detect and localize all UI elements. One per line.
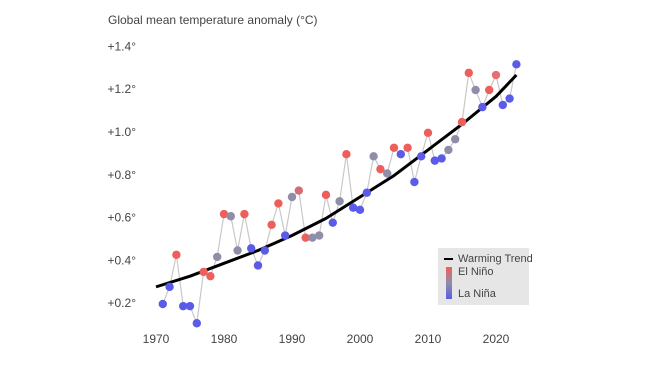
y-tick-label: +0.2° [108, 296, 137, 310]
y-tick-label: +1.0° [108, 125, 137, 139]
data-point [185, 301, 195, 311]
data-point [376, 164, 385, 174]
data-point [247, 244, 256, 253]
data-point [355, 205, 365, 215]
data-point [485, 85, 494, 95]
data-point [274, 199, 283, 208]
data-point [430, 156, 439, 165]
data-point [491, 70, 501, 80]
data-point [498, 100, 507, 110]
data-point [253, 261, 263, 270]
data-point [260, 246, 269, 255]
data-point [158, 299, 167, 309]
legend-box [438, 248, 529, 305]
y-tick-label: +0.6° [108, 211, 137, 225]
x-tick-label: 2020 [483, 332, 510, 346]
x-tick-label: 1990 [279, 332, 306, 346]
data-point [240, 209, 249, 219]
data-point [423, 128, 433, 137]
data-point [451, 135, 460, 144]
data-point [281, 231, 290, 240]
data-point [206, 271, 215, 281]
data-point [444, 145, 453, 155]
chart-title: Global mean temperature anomaly (°C) [108, 13, 318, 27]
x-tick-label: 1970 [143, 332, 170, 346]
data-point [389, 143, 399, 152]
data-point [321, 190, 331, 200]
data-point [213, 252, 222, 262]
data-point [437, 154, 446, 163]
data-point [328, 218, 337, 227]
data-point [294, 186, 303, 195]
data-point [172, 250, 181, 259]
data-point [457, 117, 467, 127]
legend-label: La Niña [458, 288, 497, 300]
data-point [308, 233, 317, 242]
data-point [315, 231, 324, 240]
data-point [199, 267, 208, 277]
data-point [179, 301, 188, 311]
data-point [417, 152, 426, 161]
x-tick-label: 1980 [211, 332, 238, 346]
data-point [505, 94, 514, 103]
data-point [335, 197, 344, 206]
data-point [471, 85, 480, 95]
data-point [342, 150, 351, 159]
x-tick-label: 2010 [415, 332, 442, 346]
data-point [192, 319, 201, 328]
legend-gradient [446, 267, 452, 299]
trend-line [155, 73, 518, 289]
y-tick-label: +1.2° [108, 82, 137, 96]
data-point [403, 143, 412, 152]
data-point [267, 220, 276, 230]
x-tick-label: 2000 [347, 332, 374, 346]
data-point [287, 192, 297, 202]
data-point [349, 203, 358, 212]
data-point [362, 188, 371, 197]
data-point [478, 102, 487, 112]
data-point [233, 246, 242, 255]
data-point [226, 212, 235, 221]
data-point [410, 177, 419, 187]
data-point [301, 233, 310, 242]
data-point [383, 169, 392, 178]
legend-label: El Niño [458, 266, 493, 278]
data-point [165, 282, 174, 292]
data-point [396, 150, 405, 159]
data-point [369, 152, 378, 161]
data-point [219, 209, 229, 219]
legend-label: Warming Trend [458, 253, 533, 265]
y-tick-label: +1.4° [108, 39, 137, 53]
y-tick-label: +0.4° [108, 253, 137, 267]
data-point [512, 60, 521, 69]
data-point [464, 68, 473, 78]
y-tick-label: +0.8° [108, 168, 137, 182]
